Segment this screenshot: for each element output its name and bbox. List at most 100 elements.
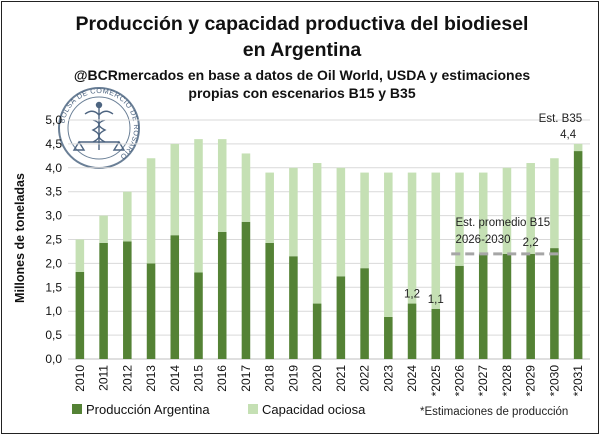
annotation-b15: Est. promedio B15 — [456, 217, 551, 229]
y-tick-label: 1,0 — [45, 304, 62, 318]
legend-label-capacidad: Capacidad ociosa — [262, 402, 366, 417]
bar-produccion — [573, 151, 583, 359]
bar-capacidad-ociosa — [170, 143, 180, 236]
bar-produccion — [502, 253, 512, 359]
y-tick-label: 3,5 — [45, 185, 62, 199]
bar-capacidad-ociosa — [99, 215, 108, 243]
bar-capacidad-ociosa — [573, 143, 583, 152]
bar-capacidad-ociosa — [123, 191, 132, 242]
x-tick-label: *2028 — [500, 365, 514, 397]
x-tick-label: *2030 — [547, 365, 561, 397]
bar-produccion — [312, 303, 322, 359]
bar-capacidad-ociosa — [455, 172, 464, 266]
bar-capacidad-ociosa — [502, 167, 512, 254]
bars-layer — [75, 139, 583, 359]
chart-title-line1: Producción y capacidad productiva del bi… — [76, 13, 529, 35]
bar-capacidad-ociosa — [336, 167, 346, 277]
x-tick-label: 2014 — [168, 365, 182, 392]
bar-capacidad-ociosa — [217, 139, 227, 232]
bar-capacidad-ociosa — [384, 172, 393, 317]
x-tick-label: 2022 — [358, 365, 372, 392]
footnote: *Estimaciones de producción — [420, 406, 568, 418]
bar-produccion — [123, 241, 132, 359]
x-tick-label: *2025 — [429, 365, 443, 397]
x-tick-label: *2027 — [476, 365, 490, 397]
bar-produccion — [289, 256, 298, 359]
chart-subtitle-line2: propias con escenarios B15 y B35 — [188, 85, 415, 101]
grid-layer — [68, 119, 590, 360]
legend-label-produccion: Producción Argentina — [86, 402, 210, 417]
bar-produccion — [478, 253, 488, 359]
legend: Producción Argentina Capacidad ociosa — [72, 402, 366, 417]
data-label: 1,1 — [428, 294, 444, 306]
x-tick-label: *2031 — [571, 365, 585, 397]
x-tick-label: 2018 — [263, 365, 277, 392]
legend-swatch-capacidad — [248, 404, 258, 414]
annotations: 1,2 1,1 2,2 Est. B35 4,4 Est. promedio B15 202… — [404, 113, 582, 306]
bar-produccion — [146, 263, 156, 359]
y-tick-label: 1,5 — [45, 280, 62, 294]
y-tick-label: 5,0 — [45, 113, 62, 127]
y-axis-label: Millones de toneladas — [13, 173, 27, 303]
legend-swatch-produccion — [72, 404, 82, 414]
bar-capacidad-ociosa — [360, 172, 369, 269]
bar-capacidad-ociosa — [526, 163, 535, 254]
y-tick-label: 3,0 — [45, 209, 62, 223]
y-tick-label: 2,0 — [45, 256, 62, 270]
bar-capacidad-ociosa — [312, 163, 322, 304]
y-ticks: 0,0 0,5 1,0 1,5 2,0 2,5 3,0 3,5 4,0 4,5 5,0 — [45, 113, 62, 366]
bar-produccion — [360, 268, 369, 359]
bar-produccion — [265, 242, 274, 359]
x-tick-label: 2015 — [192, 365, 206, 392]
bar-capacidad-ociosa — [241, 153, 251, 222]
bar-produccion — [550, 248, 559, 359]
bar-produccion — [384, 316, 393, 359]
x-tick-label: 2016 — [215, 365, 229, 392]
x-tick-label: 2019 — [286, 365, 300, 392]
bar-capacidad-ociosa — [75, 239, 85, 273]
y-tick-label: 4,5 — [45, 137, 62, 151]
y-tick-label: 2,5 — [45, 233, 62, 247]
x-tick-label: 2011 — [97, 365, 111, 391]
data-label: 1,2 — [404, 289, 420, 301]
y-tick-label: 0,0 — [45, 352, 62, 366]
y-tick-label: 0,5 — [45, 328, 62, 342]
x-tick-label: 2023 — [381, 365, 395, 392]
bar-capacidad-ociosa — [265, 172, 274, 243]
bar-produccion — [241, 221, 251, 359]
x-ticks: 2010 2011 2012 2013 2014 2015 2016 2017 2018 2019… — [73, 365, 585, 397]
bar-capacidad-ociosa — [478, 172, 488, 254]
bar-capacidad-ociosa — [194, 139, 203, 273]
x-tick-label: *2026 — [453, 365, 467, 397]
x-tick-label: 2010 — [73, 365, 87, 392]
bar-produccion — [407, 303, 417, 359]
data-label: 2,2 — [523, 237, 539, 249]
bar-produccion — [431, 308, 441, 359]
bar-capacidad-ociosa — [289, 167, 298, 257]
bar-produccion — [194, 272, 203, 359]
caduceus-seal-icon — [72, 101, 126, 151]
x-tick-label: 2021 — [334, 365, 348, 392]
bar-capacidad-ociosa — [407, 172, 417, 304]
data-label: 4,4 — [560, 129, 577, 141]
chart-subtitle-line1: @BCRmercados en base a datos de Oil Worl… — [74, 67, 531, 83]
bar-capacidad-ociosa — [550, 158, 559, 249]
bar-produccion — [336, 276, 346, 359]
x-tick-label: 2024 — [405, 365, 419, 392]
chart-title-line2: en Argentina — [243, 39, 362, 61]
bar-produccion — [170, 235, 180, 359]
bar-produccion — [526, 253, 535, 359]
bar-produccion — [99, 242, 108, 359]
x-tick-label: 2012 — [120, 365, 134, 392]
annotation-b35: Est. B35 — [539, 113, 582, 125]
annotation-b15-period: 2026-2030 — [456, 234, 511, 246]
bar-produccion — [455, 265, 464, 359]
x-tick-label: 2017 — [239, 365, 253, 392]
x-tick-label: *2029 — [524, 365, 538, 397]
x-tick-label: 2020 — [310, 365, 324, 392]
bar-capacidad-ociosa — [431, 172, 441, 309]
logo-seal: BOLSA DE COMERCIO DE ROSARIO — [57, 86, 141, 169]
bar-produccion — [75, 272, 85, 359]
